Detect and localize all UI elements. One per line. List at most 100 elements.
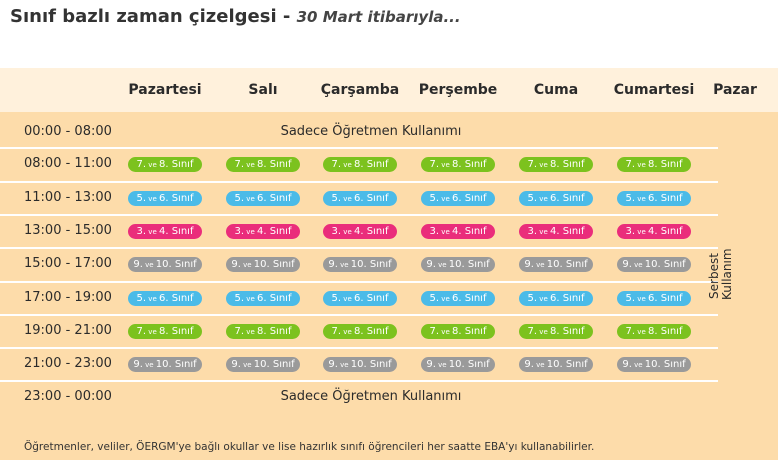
grade-second: 10. Sınıf <box>546 259 588 270</box>
grade-connector: ve <box>439 228 452 236</box>
page-title: Sınıf bazlı zaman çizelgesi - 30 Mart it… <box>10 6 461 32</box>
time-slot-label: 15:00 - 17:00 <box>24 256 112 271</box>
grade-badge: 7. ve 8. Sınıf <box>226 157 300 172</box>
grade-connector: ve <box>635 161 648 169</box>
grade-second: 4. Sınıf <box>647 226 683 237</box>
grade-first: 3. <box>429 226 440 237</box>
grade-badge: 9. ve 10. Sınıf <box>226 257 300 272</box>
grade-first: 9. <box>622 359 632 370</box>
grade-badge: 5. ve 6. Sınıf <box>421 291 495 306</box>
grade-second: 8. Sınıf <box>353 326 389 337</box>
grade-first: 5. <box>136 193 147 204</box>
grade-first: 5. <box>331 293 342 304</box>
grade-second: 6. Sınıf <box>353 293 389 304</box>
grade-first: 7. <box>234 159 245 170</box>
grade-badge: 9. ve 10. Sınıf <box>617 257 691 272</box>
grade-badge: 3. ve 4. Sınıf <box>323 224 397 239</box>
grade-connector: ve <box>244 328 257 336</box>
grade-first: 7. <box>136 326 147 337</box>
grade-connector: ve <box>439 195 452 203</box>
grade-badge: 3. ve 4. Sınıf <box>128 224 202 239</box>
grade-connector: ve <box>635 195 648 203</box>
grade-connector: ve <box>537 161 550 169</box>
row-separator <box>0 147 718 149</box>
grade-first: 5. <box>625 293 636 304</box>
day-header-2: Çarşamba <box>320 82 400 98</box>
grade-connector: ve <box>337 361 351 369</box>
grade-first: 5. <box>331 193 342 204</box>
grade-connector: ve <box>244 228 257 236</box>
grade-second: 8. Sınıf <box>158 159 194 170</box>
grade-first: 9. <box>133 259 143 270</box>
grade-badge: 7. ve 8. Sınıf <box>323 157 397 172</box>
grade-connector: ve <box>631 361 645 369</box>
grade-badge: 5. ve 6. Sınıf <box>128 191 202 206</box>
grade-second: 6. Sınıf <box>158 193 194 204</box>
grade-second: 6. Sınıf <box>647 193 683 204</box>
grade-connector: ve <box>635 228 648 236</box>
grade-first: 5. <box>234 293 245 304</box>
day-header-6: Pazar <box>713 82 757 98</box>
grade-badge: 5. ve 6. Sınıf <box>323 291 397 306</box>
grade-second: 8. Sınıf <box>353 159 389 170</box>
grade-first: 7. <box>625 326 636 337</box>
grade-first: 7. <box>625 159 636 170</box>
time-slot-label: 23:00 - 00:00 <box>24 389 112 404</box>
grade-connector: ve <box>635 328 648 336</box>
time-slot-label: 21:00 - 23:00 <box>24 356 112 371</box>
time-slot-label: 00:00 - 08:00 <box>24 124 112 139</box>
grade-badge: 7. ve 8. Sınıf <box>617 157 691 172</box>
grade-first: 9. <box>328 259 338 270</box>
grade-first: 9. <box>524 359 534 370</box>
grade-connector: ve <box>537 328 550 336</box>
grade-connector: ve <box>341 328 354 336</box>
grade-connector: ve <box>142 361 156 369</box>
grade-first: 7. <box>429 159 440 170</box>
grade-badge: 5. ve 6. Sınıf <box>421 191 495 206</box>
row-separator <box>0 380 718 382</box>
grade-connector: ve <box>240 261 254 269</box>
grade-connector: ve <box>435 361 449 369</box>
free-use-line2: Kullanım <box>720 248 734 300</box>
grade-badge: 7. ve 8. Sınıf <box>323 324 397 339</box>
grade-badge: 9. ve 10. Sınıf <box>323 357 397 372</box>
grade-first: 3. <box>136 226 147 237</box>
grade-second: 6. Sınıf <box>256 193 292 204</box>
grade-first: 7. <box>234 326 245 337</box>
grade-first: 3. <box>331 226 342 237</box>
time-slot-label: 11:00 - 13:00 <box>24 190 112 205</box>
grade-connector: ve <box>146 328 159 336</box>
grade-second: 8. Sınıf <box>256 326 292 337</box>
grade-badge: 9. ve 10. Sınıf <box>128 357 202 372</box>
grade-badge: 5. ve 6. Sınıf <box>519 291 593 306</box>
grade-second: 10. Sınıf <box>350 359 392 370</box>
grade-second: 6. Sınıf <box>451 293 487 304</box>
grade-second: 10. Sınıf <box>350 259 392 270</box>
grade-badge: 5. ve 6. Sınıf <box>226 191 300 206</box>
title-subtitle: 30 Mart itibarıyla... <box>296 8 461 26</box>
grade-first: 3. <box>625 226 636 237</box>
title-text: Sınıf bazlı zaman çizelgesi - <box>10 6 297 27</box>
grade-second: 10. Sınıf <box>155 359 197 370</box>
grade-second: 10. Sınıf <box>253 359 295 370</box>
grade-second: 8. Sınıf <box>451 159 487 170</box>
grade-first: 7. <box>331 159 342 170</box>
grade-connector: ve <box>631 261 645 269</box>
grade-first: 5. <box>136 293 147 304</box>
grade-connector: ve <box>533 361 547 369</box>
grade-badge: 7. ve 8. Sınıf <box>226 324 300 339</box>
grade-connector: ve <box>244 161 257 169</box>
grade-connector: ve <box>537 295 550 303</box>
grade-second: 6. Sınıf <box>647 293 683 304</box>
row-separator <box>0 281 718 283</box>
grade-second: 4. Sınıf <box>256 226 292 237</box>
grade-badge: 7. ve 8. Sınıf <box>519 157 593 172</box>
row-separator <box>0 347 718 349</box>
grade-second: 8. Sınıf <box>647 159 683 170</box>
grade-connector: ve <box>533 261 547 269</box>
grade-first: 5. <box>625 193 636 204</box>
day-header-4: Cuma <box>533 82 579 98</box>
grade-second: 10. Sınıf <box>644 359 686 370</box>
grade-badge: 3. ve 4. Sınıf <box>519 224 593 239</box>
grade-second: 10. Sınıf <box>253 259 295 270</box>
